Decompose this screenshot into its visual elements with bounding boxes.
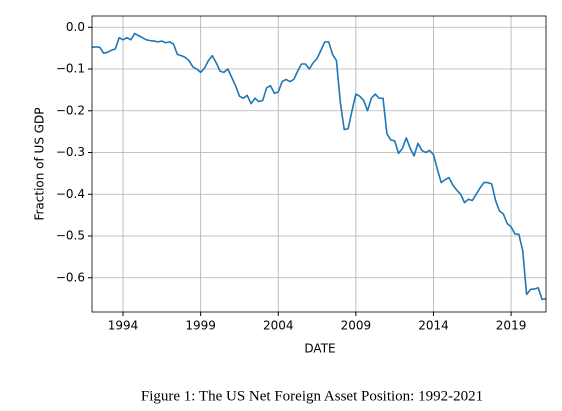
y-tick-label: −0.3 [56,145,85,159]
y-tick-label: −0.2 [56,103,85,117]
y-tick-label: −0.6 [56,270,85,284]
x-axis-label: DATE [304,342,335,356]
plot-frame [91,15,547,313]
y-tick-label: −0.5 [56,229,85,243]
x-tick-label: 1994 [108,319,139,333]
data-line [91,32,547,301]
y-tick-label: −0.4 [56,187,85,201]
y-tick-label: −0.1 [56,62,85,76]
x-tick-label: 2014 [418,319,449,333]
x-tick-label: 1999 [185,319,216,333]
x-tick-label: 2009 [341,319,372,333]
caption: Figure 1: The US Net Foreign Asset Posit… [141,388,483,404]
x-tick-label: 2004 [263,319,294,333]
y-axis-label: Fraction of US GDP [33,107,47,220]
x-tick-label: 2019 [496,319,527,333]
y-tick-label: 0.0 [66,20,85,34]
